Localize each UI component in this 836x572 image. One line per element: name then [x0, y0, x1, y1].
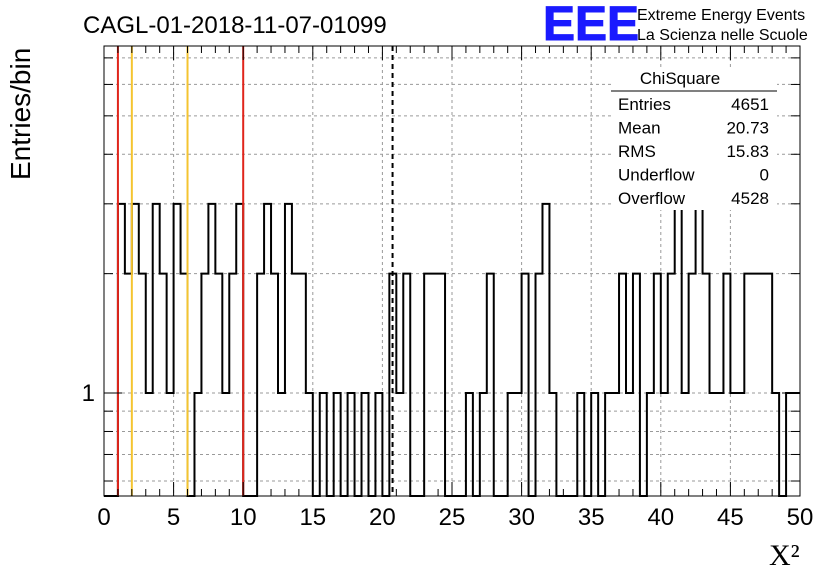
x-axis-label: Χ² — [769, 539, 800, 572]
x-tick-label: 15 — [299, 504, 326, 531]
stats-label: Overflow — [618, 189, 686, 208]
stats-label: RMS — [618, 142, 656, 161]
x-tick-label: 0 — [97, 504, 110, 531]
y-axis-label: Entries/bin — [5, 48, 36, 180]
axis-ticks — [103, 46, 801, 496]
x-tick-label: 5 — [167, 504, 180, 531]
stats-label: Mean — [618, 119, 661, 138]
chart-title: CAGL-01-2018-11-07-01099 — [83, 12, 387, 39]
stats-value: 20.73 — [726, 119, 769, 138]
stats-value: 0 — [760, 166, 769, 185]
y-tick-label: 1 — [82, 380, 95, 407]
stats-rows: Entries 4651 Mean 20.73 RMS 15.83 Underflow 0 Ov… — [618, 95, 769, 208]
stats-box: ChiSquare Entries 4651 Mean 20.73 RMS 15.83 Un… — [611, 67, 777, 210]
x-tick-label: 25 — [439, 504, 466, 531]
stats-label: Underflow — [618, 166, 695, 185]
stats-label: Entries — [618, 95, 671, 114]
logo-mark: EEE — [543, 0, 639, 51]
x-tick-label: 45 — [717, 504, 744, 531]
grid-lines — [104, 46, 800, 496]
stats-title: ChiSquare — [640, 69, 720, 88]
x-tick-label: 20 — [369, 504, 396, 531]
reference-lines — [116, 46, 394, 496]
logo-line-1: Extreme Energy Events — [637, 7, 805, 24]
x-tick-label: 30 — [508, 504, 535, 531]
stats-value: 4651 — [731, 95, 769, 114]
x-tick-label: 35 — [578, 504, 605, 531]
stats-value: 4528 — [731, 189, 769, 208]
axis-tick-labels: 0 5 10 15 20 25 30 35 40 45 50 1 — [82, 380, 814, 531]
x-tick-label: 50 — [787, 504, 814, 531]
logo-line-2: La Scienza nelle Scuole — [637, 27, 808, 44]
eee-logo: EEE Extreme Energy Events La Scienza nel… — [543, 0, 808, 52]
x-tick-label: 10 — [230, 504, 257, 531]
stats-value: 15.83 — [726, 142, 769, 161]
x-tick-label: 40 — [647, 504, 674, 531]
